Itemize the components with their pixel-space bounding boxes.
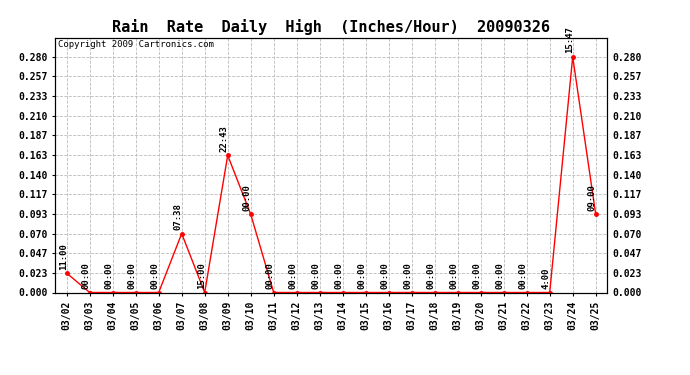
Text: 00:00: 00:00	[473, 262, 482, 289]
Text: 09:00: 09:00	[588, 184, 597, 211]
Text: 00:00: 00:00	[495, 262, 505, 289]
Text: 00:00: 00:00	[426, 262, 436, 289]
Text: 4:00: 4:00	[542, 268, 551, 289]
Text: 00:00: 00:00	[266, 262, 275, 289]
Text: 00:00: 00:00	[450, 262, 459, 289]
Text: 07:38: 07:38	[174, 203, 183, 230]
Text: 00:00: 00:00	[105, 262, 114, 289]
Text: 00:00: 00:00	[404, 262, 413, 289]
Text: 00:00: 00:00	[243, 184, 252, 211]
Text: 00:00: 00:00	[81, 262, 91, 289]
Text: 00:00: 00:00	[381, 262, 390, 289]
Text: 22:43: 22:43	[219, 125, 229, 152]
Text: 00:00: 00:00	[288, 262, 298, 289]
Text: 00:00: 00:00	[519, 262, 528, 289]
Text: 00:00: 00:00	[128, 262, 137, 289]
Text: 15:47: 15:47	[564, 27, 574, 54]
Text: 00:00: 00:00	[150, 262, 160, 289]
Text: 00:00: 00:00	[335, 262, 344, 289]
Text: 00:00: 00:00	[357, 262, 367, 289]
Text: 11:00: 11:00	[59, 243, 68, 270]
Title: Rain  Rate  Daily  High  (Inches/Hour)  20090326: Rain Rate Daily High (Inches/Hour) 20090…	[112, 19, 550, 35]
Text: 15:00: 15:00	[197, 262, 206, 289]
Text: 00:00: 00:00	[312, 262, 321, 289]
Text: Copyright 2009 Cartronics.com: Copyright 2009 Cartronics.com	[58, 40, 214, 49]
